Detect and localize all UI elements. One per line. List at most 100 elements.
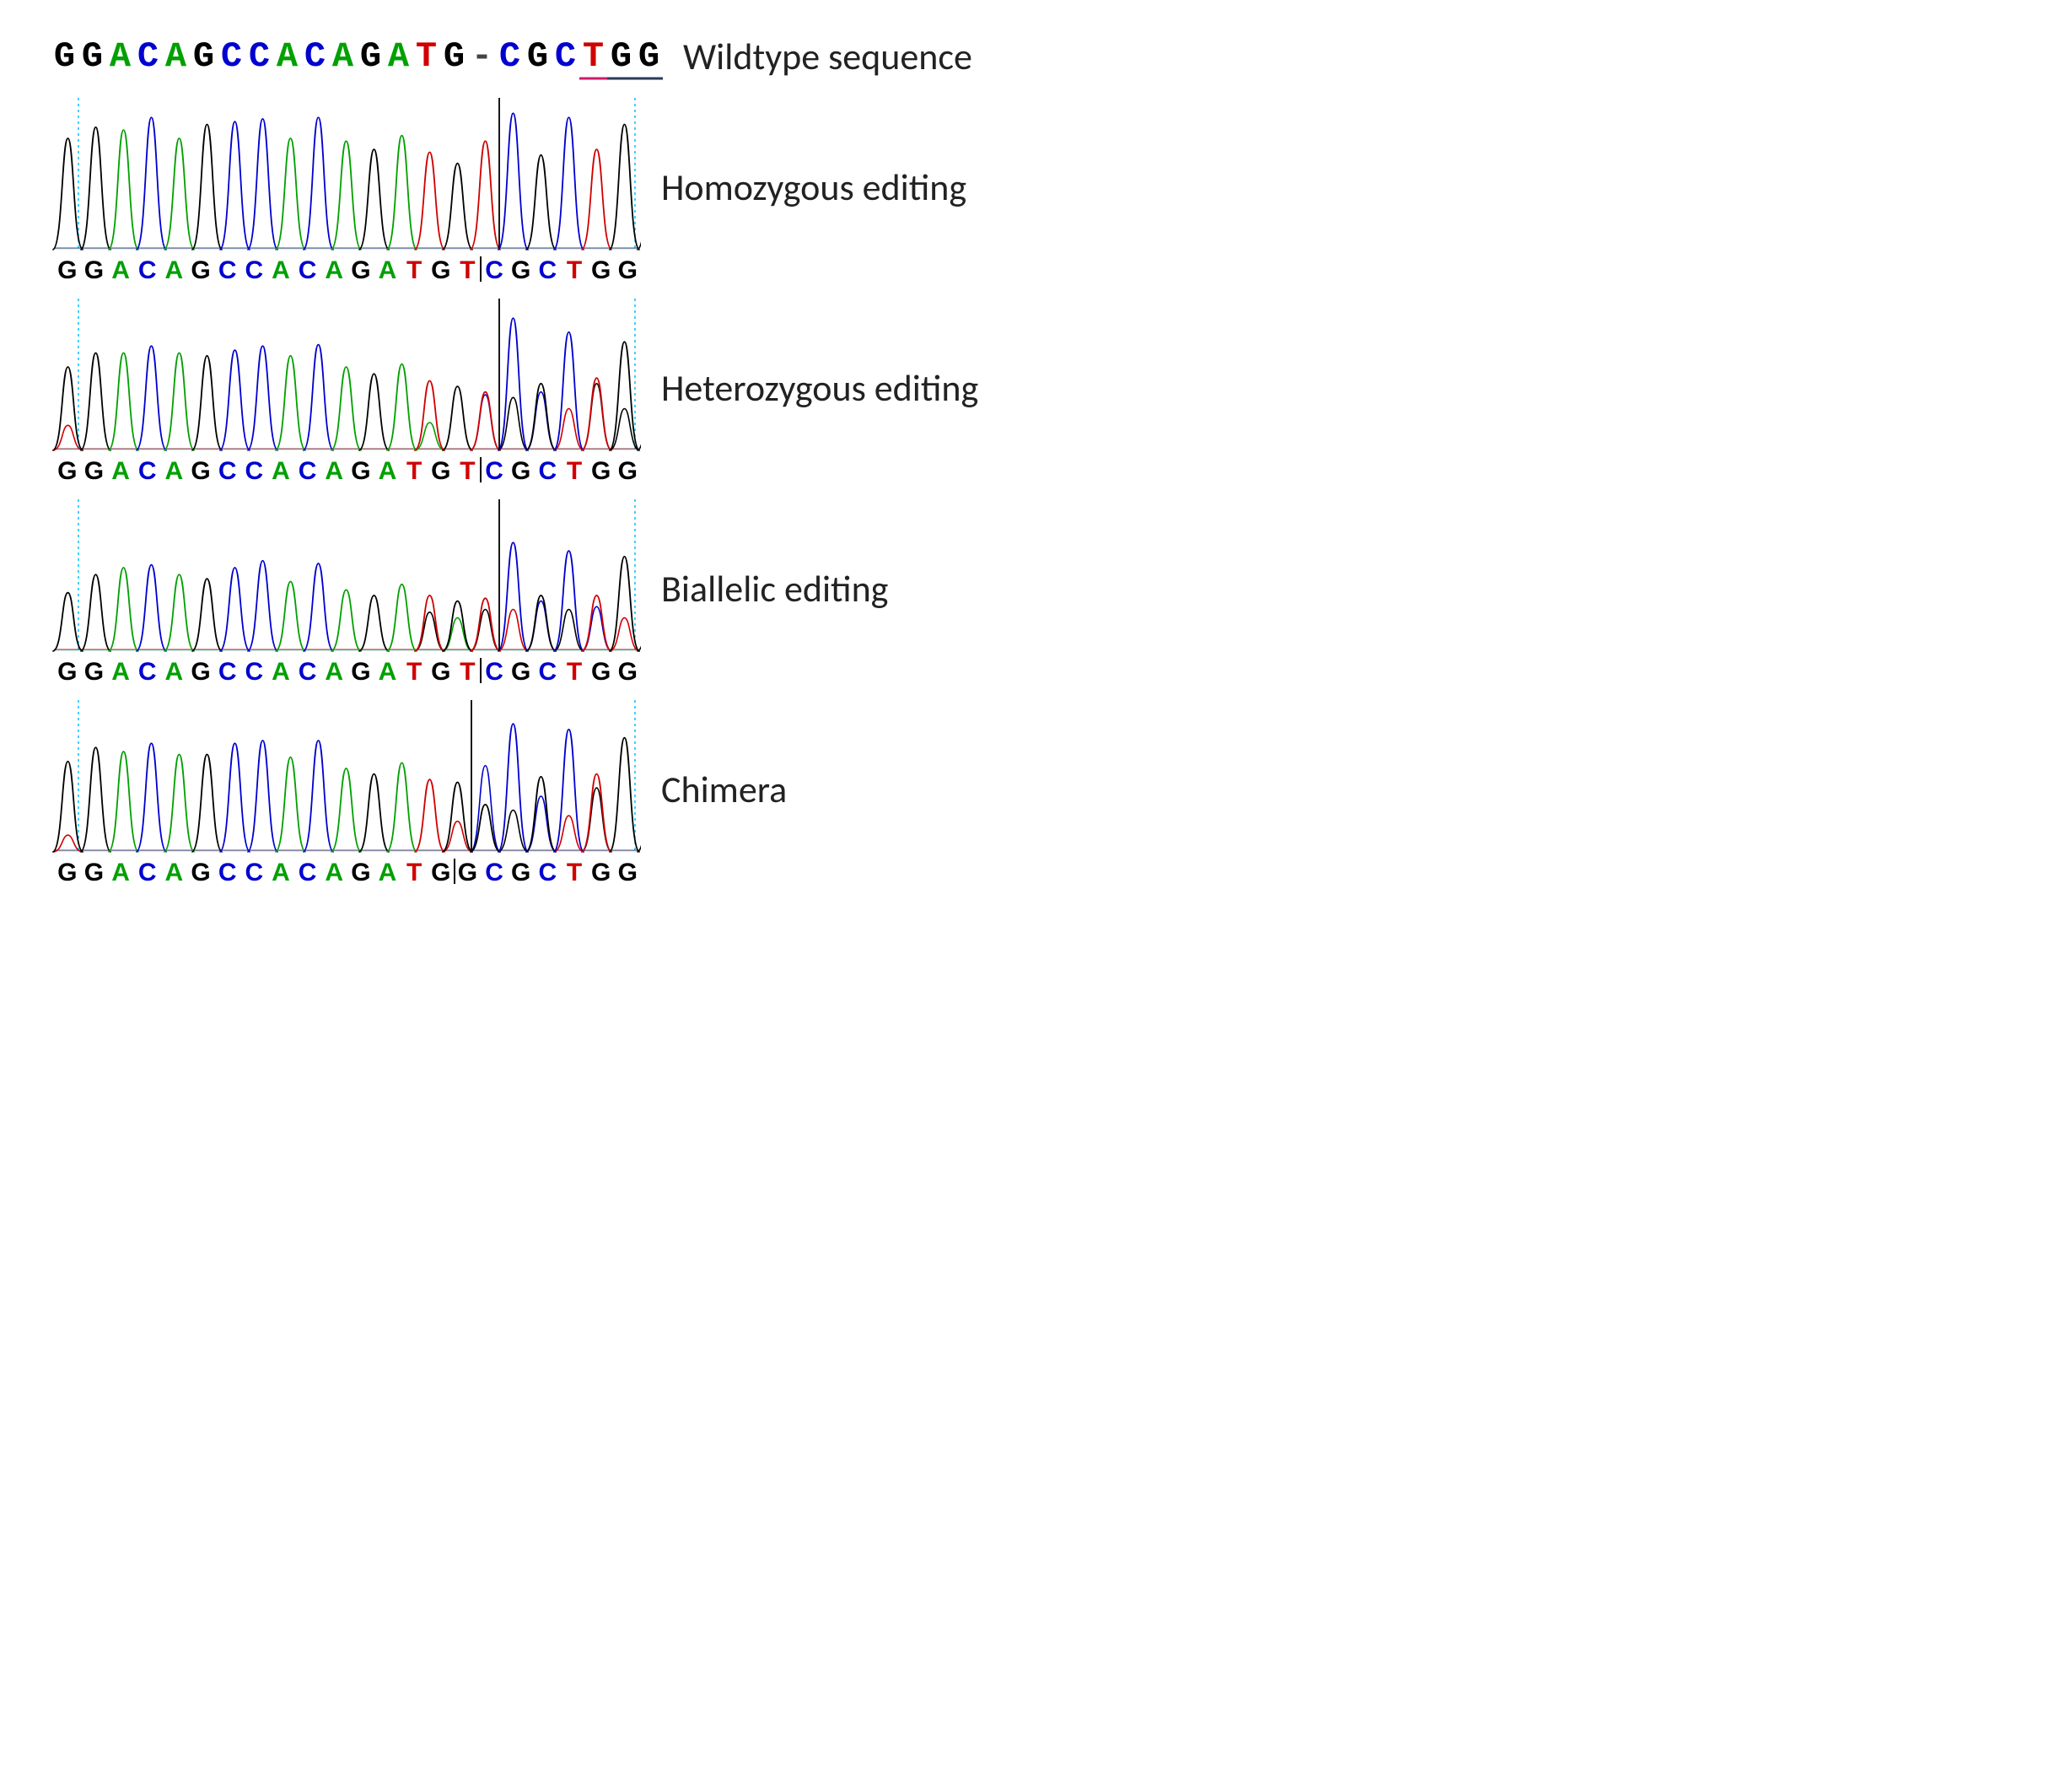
called-base: C — [481, 658, 508, 687]
wildtype-base: C — [245, 36, 273, 77]
called-sequence: GGACAGCCACAGATGTCGCTGG — [51, 256, 641, 285]
called-base: G — [588, 457, 615, 486]
called-base: A — [161, 256, 188, 285]
called-base: C — [240, 859, 267, 887]
panel-label-heterozygous: Heterozygous editing — [661, 365, 978, 411]
called-base: G — [588, 256, 615, 285]
called-base: G — [54, 859, 81, 887]
called-base: C — [535, 658, 562, 687]
called-base: C — [481, 859, 508, 887]
chromatogram-svg — [51, 290, 641, 459]
wildtype-base: C — [301, 36, 329, 77]
pam-underline — [579, 77, 663, 82]
wildtype-base: - — [468, 36, 496, 77]
called-base: A — [107, 859, 134, 887]
panel-chimera: GGACAGCCACAGATGGCGCTGGChimera — [51, 692, 1063, 887]
called-base: A — [320, 658, 347, 687]
wildtype-base: G — [78, 36, 106, 77]
wildtype-base: A — [273, 36, 301, 77]
called-base: C — [294, 859, 321, 887]
called-base: G — [508, 859, 535, 887]
called-base: A — [267, 859, 294, 887]
wildtype-base: G — [357, 36, 385, 77]
called-base: C — [214, 457, 241, 486]
called-base: G — [187, 256, 214, 285]
called-base: G — [187, 859, 214, 887]
called-base: C — [240, 256, 267, 285]
called-base: A — [320, 859, 347, 887]
called-base: C — [481, 457, 508, 486]
called-base: G — [81, 256, 108, 285]
called-base: T — [455, 658, 482, 687]
wildtype-base: A — [385, 36, 412, 77]
panel-label-biallelic: Biallelic editing — [661, 566, 888, 611]
called-base: G — [508, 658, 535, 687]
called-base: A — [267, 256, 294, 285]
called-base: C — [481, 256, 508, 285]
wildtype-base: A — [162, 36, 190, 77]
called-base: T — [455, 457, 482, 486]
called-base: G — [455, 859, 482, 887]
called-base: T — [561, 859, 588, 887]
called-base: C — [294, 658, 321, 687]
called-base: A — [107, 658, 134, 687]
called-base: G — [588, 859, 615, 887]
called-base: A — [374, 457, 401, 486]
called-base: A — [107, 457, 134, 486]
chromatogram-chimera: GGACAGCCACAGATGGCGCTGG — [51, 692, 641, 887]
called-base: C — [214, 859, 241, 887]
called-base: G — [81, 457, 108, 486]
called-base: G — [187, 457, 214, 486]
panel-label-homozygous: Homozygous editing — [661, 164, 966, 210]
called-base: C — [294, 457, 321, 486]
called-base: G — [81, 658, 108, 687]
called-base: G — [54, 658, 81, 687]
wildtype-base: G — [635, 36, 663, 77]
called-sequence: GGACAGCCACAGATGTCGCTGG — [51, 658, 641, 687]
called-base: A — [267, 658, 294, 687]
called-base: C — [535, 457, 562, 486]
called-base: A — [161, 658, 188, 687]
called-base: G — [347, 256, 374, 285]
called-base: T — [401, 457, 428, 486]
called-base: A — [374, 658, 401, 687]
called-base: A — [320, 457, 347, 486]
called-base: G — [81, 859, 108, 887]
panel-heterozygous: GGACAGCCACAGATGTCGCTGGHeterozygous editi… — [51, 290, 1063, 486]
wildtype-base: T — [412, 36, 440, 77]
called-base: G — [347, 658, 374, 687]
called-base: A — [374, 256, 401, 285]
called-sequence: GGACAGCCACAGATGGCGCTGG — [51, 859, 641, 887]
called-base: T — [561, 658, 588, 687]
figure-container: GGACAGCCACAGATG-CGCTGG Wildtype sequence… — [51, 34, 1063, 892]
called-base: G — [588, 658, 615, 687]
called-base: G — [614, 457, 641, 486]
called-base: T — [455, 256, 482, 285]
called-base: T — [401, 658, 428, 687]
wildtype-base: C — [496, 36, 524, 77]
wildtype-base: A — [329, 36, 357, 77]
panel-homozygous: GGACAGCCACAGATGTCGCTGGHomozygous editing — [51, 89, 1063, 285]
called-base: A — [374, 859, 401, 887]
called-base: A — [161, 859, 188, 887]
called-base: G — [347, 859, 374, 887]
called-base: G — [614, 859, 641, 887]
called-base: G — [54, 256, 81, 285]
called-base: A — [107, 256, 134, 285]
called-base: G — [614, 658, 641, 687]
called-base: C — [134, 658, 161, 687]
chromatogram-biallelic: GGACAGCCACAGATGTCGCTGG — [51, 491, 641, 687]
wildtype-base: C — [134, 36, 162, 77]
called-base: C — [240, 658, 267, 687]
called-base: C — [535, 859, 562, 887]
called-base: G — [187, 658, 214, 687]
called-base: C — [134, 457, 161, 486]
called-base: G — [347, 457, 374, 486]
wildtype-label: Wildtype sequence — [683, 34, 972, 79]
wildtype-base: T — [579, 36, 607, 77]
wildtype-row: GGACAGCCACAGATG-CGCTGG Wildtype sequence — [51, 34, 1063, 79]
wildtype-base: C — [218, 36, 245, 77]
called-base: A — [320, 256, 347, 285]
wildtype-base: G — [607, 36, 635, 77]
called-base: T — [561, 457, 588, 486]
